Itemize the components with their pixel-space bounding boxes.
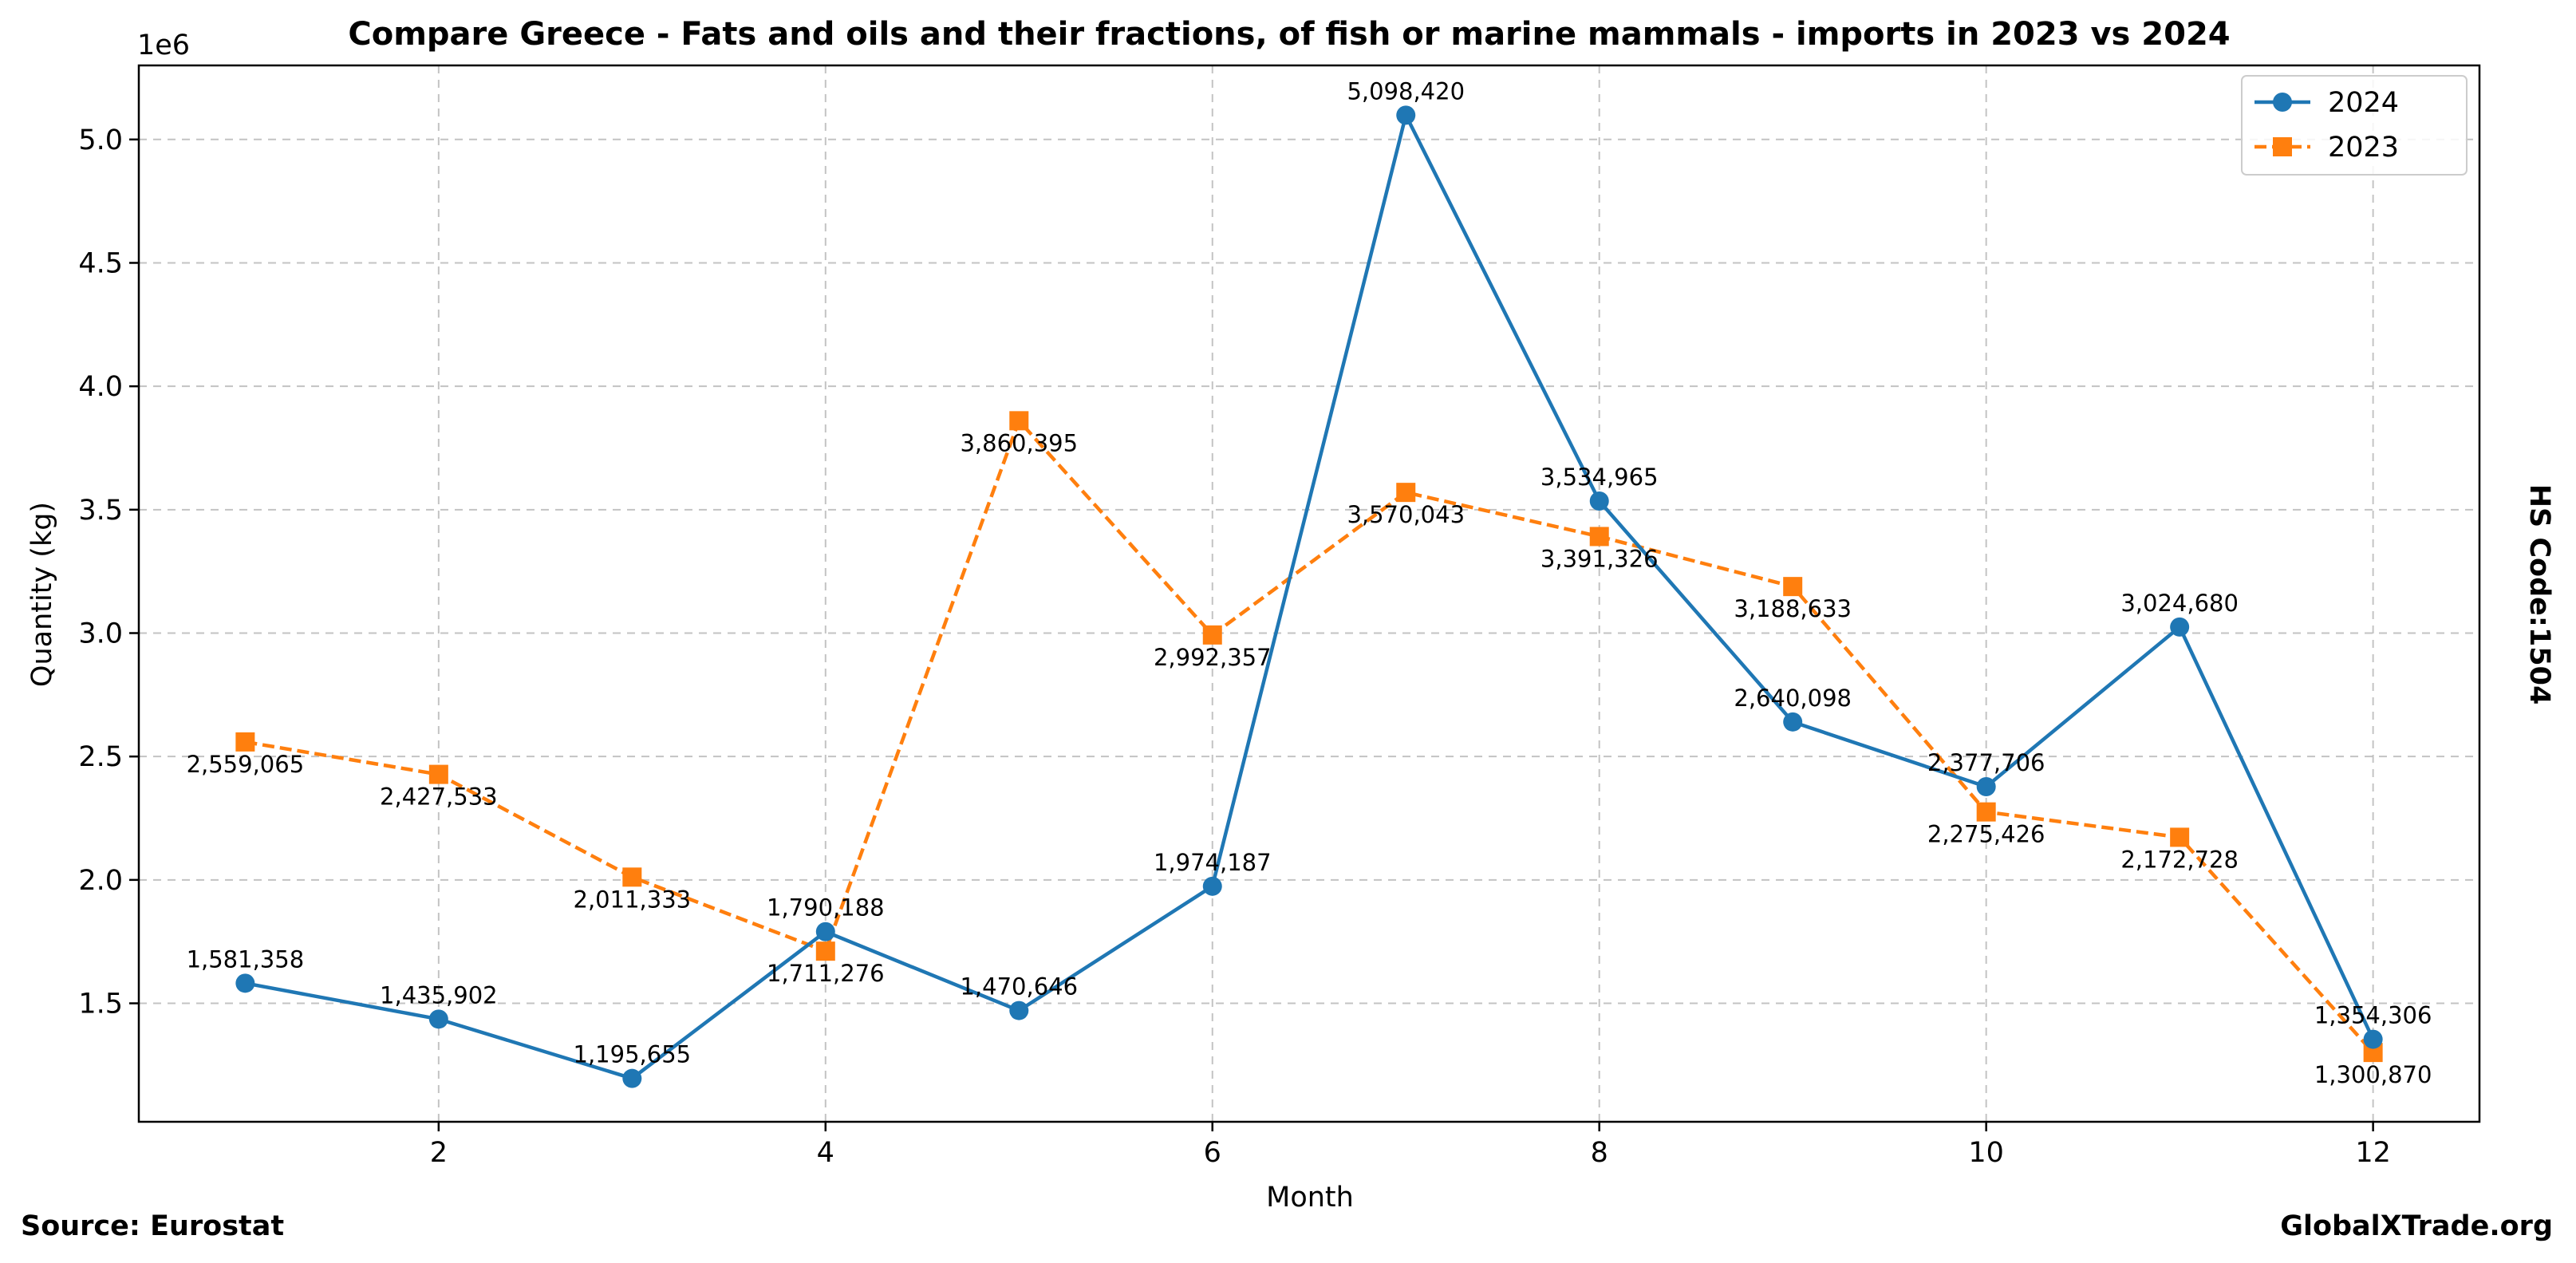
data-point-2023: [1976, 802, 1996, 822]
y-tick-label: 5.0: [78, 124, 123, 156]
data-point-2024: [428, 1009, 448, 1029]
data-point-2023: [1783, 577, 1803, 597]
data-label-2023: 2,427,533: [380, 783, 498, 811]
x-tick-label: 10: [1968, 1137, 2004, 1169]
data-point-2024: [1396, 105, 1416, 125]
data-label-2023: 2,172,728: [2120, 846, 2239, 873]
data-point-2023: [622, 867, 642, 887]
data-point-2023: [1589, 527, 1609, 547]
data-point-2024: [815, 922, 835, 941]
chart-title: Compare Greece - Fats and oils and their…: [348, 16, 2230, 53]
data-point-2024: [2170, 617, 2190, 637]
data-label-2024: 3,024,680: [2120, 590, 2239, 617]
hs-code-label: HS Code:1504: [2523, 484, 2555, 705]
x-axis-label: Month: [1266, 1182, 1354, 1214]
axes: 2 4 6 8 10 12 1.5 2.0 2.5 3.0 3.5 4.0 4.5 5.0: [78, 124, 2391, 1169]
series-line-2023: [244, 419, 2375, 1054]
plot-frame: [137, 64, 2481, 1123]
x-tick-label: 12: [2355, 1137, 2391, 1169]
x-tick-label: 6: [1204, 1137, 1221, 1169]
data-point-2024: [1783, 712, 1803, 732]
data-point-2024: [235, 973, 255, 993]
data-label-2023: 3,188,633: [1734, 595, 1852, 622]
legend-marker-2024: [2273, 93, 2292, 112]
data-point-2024: [622, 1068, 642, 1088]
x-tick-label: 4: [817, 1137, 834, 1169]
data-label-2024: 1,470,646: [960, 973, 1078, 1001]
y-tick-label: 4.5: [78, 247, 123, 279]
watermark-label: GlobalXTrade.org: [2280, 1210, 2553, 1242]
data-label-2024: 1,581,358: [187, 945, 305, 973]
y-tick-label: 1.5: [78, 989, 123, 1020]
y-tick-label: 3.0: [78, 618, 123, 649]
data-point-2023: [815, 941, 835, 961]
data-labels: 2,559,065 2,427,533 2,011,333 1,711,276 3,86…: [187, 77, 2432, 1088]
data-label-2024: 1,435,902: [380, 981, 498, 1008]
y-tick-label: 2.5: [78, 741, 123, 773]
data-label-2023: 1,711,276: [767, 960, 885, 987]
legend-label-2024: 2024: [2328, 87, 2399, 119]
y-axis-label: Quantity (kg): [26, 502, 58, 687]
data-point-2023: [1202, 625, 1222, 645]
legend: 2024 2023: [2241, 75, 2468, 176]
legend-label-2023: 2023: [2328, 132, 2399, 164]
data-label-2023: 3,391,326: [1540, 545, 1659, 572]
data-label-2024: 5,098,420: [1347, 77, 1465, 105]
grid-lines: [139, 65, 2479, 1122]
data-label-2023: 2,559,065: [187, 751, 305, 778]
x-tick-label: 8: [1591, 1137, 1608, 1169]
series-layer: [235, 105, 2383, 1088]
series-line-2024: [244, 113, 2375, 1080]
y-tick-label: 2.0: [78, 865, 123, 897]
data-point-2024: [1589, 491, 1609, 511]
legend-marker-2023: [2273, 137, 2292, 156]
data-point-2024: [1976, 776, 1996, 796]
data-label-2024: 2,377,706: [1927, 749, 2045, 776]
data-point-2024: [1009, 1001, 1029, 1020]
data-label-2024: 1,974,187: [1154, 849, 1272, 876]
data-point-2023: [428, 764, 448, 784]
data-label-2023: 1,300,870: [2314, 1061, 2432, 1088]
data-label-2024: 3,534,965: [1540, 464, 1659, 491]
series-2024: [235, 105, 2383, 1088]
series-2023: [235, 411, 2383, 1063]
data-point-2023: [1396, 483, 1416, 503]
data-label-2023: 2,992,357: [1154, 644, 1272, 671]
data-label-2024: 2,640,098: [1734, 685, 1852, 712]
data-label-2023: 3,570,043: [1347, 501, 1465, 528]
data-point-2023: [235, 732, 255, 752]
data-point-2023: [2170, 827, 2190, 847]
data-label-2024: 1,354,306: [2314, 1002, 2432, 1029]
source-label: Source: Eurostat: [21, 1210, 284, 1242]
data-label-2024: 1,790,188: [767, 894, 885, 922]
data-label-2023: 3,860,395: [960, 429, 1078, 456]
data-point-2024: [2363, 1029, 2383, 1049]
x-tick-label: 2: [430, 1137, 448, 1169]
data-label-2024: 1,195,655: [574, 1041, 692, 1068]
y-axis-offset-label: 1e6: [137, 30, 190, 61]
data-label-2023: 2,011,333: [574, 886, 692, 913]
data-point-2023: [1009, 411, 1029, 431]
data-point-2024: [1202, 876, 1222, 896]
y-tick-label: 3.5: [78, 495, 123, 527]
y-tick-label: 4.0: [78, 371, 123, 403]
data-label-2023: 2,275,426: [1927, 821, 2045, 848]
